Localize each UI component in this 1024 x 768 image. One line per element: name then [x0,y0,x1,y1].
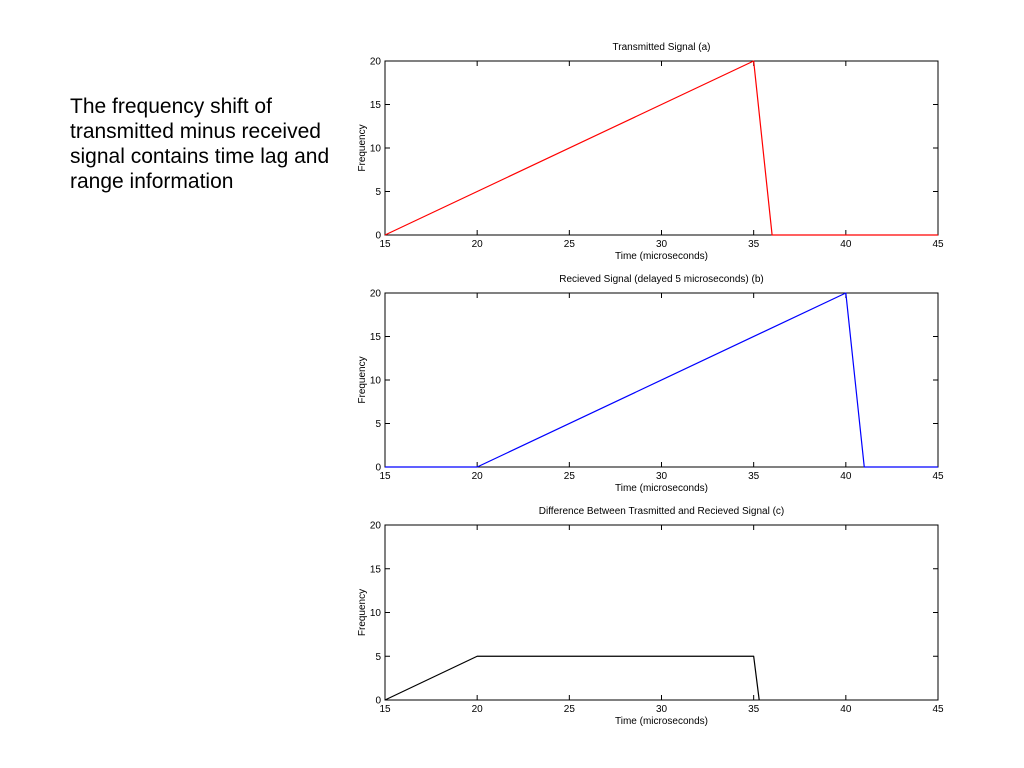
chart-a-ytick-label: 0 [375,231,381,242]
chart-c-xtick-label: 35 [748,704,760,715]
chart-b-xtick-label: 30 [656,471,668,482]
chart-b-xtick-label: 25 [564,471,576,482]
chart-c-axes-box [384,524,939,701]
chart-a-ytick-label: 20 [370,57,382,68]
chart-b-ytick-label: 5 [375,419,381,430]
chart-a-xtick-label: 30 [656,239,668,250]
chart-b-xtick-label: 40 [840,471,852,482]
chart-b: 15 20 25 30 35 40 45 0 5 10 15 20 Recieved Signal (d… [357,274,944,494]
chart-a-xtick-label: 40 [840,239,852,250]
chart-c-ylabel: Frequency [357,589,368,636]
chart-b-xtick-label: 15 [379,471,391,482]
chart-b-xtick-label: 20 [472,471,484,482]
chart-a-axes-box [384,60,939,236]
chart-b-series-line [385,292,938,468]
chart-c-series-line [384,655,760,701]
chart-c-ytick-label: 20 [370,521,382,532]
chart-c-xtick-label: 30 [656,704,668,715]
chart-a-series-line [384,60,938,236]
chart-a-title: Transmitted Signal (a) [613,42,711,53]
chart-c-xtick-label: 15 [379,704,391,715]
chart-b-ytick-label: 20 [370,289,382,300]
chart-a-ytick-label: 15 [370,100,382,111]
chart-c-ytick-label: 5 [375,652,381,663]
chart-b-ytick-label: 15 [370,332,382,343]
chart-c-xtick-label: 40 [840,704,852,715]
chart-a-xtick-label: 35 [748,239,760,250]
chart-b-xlabel: Time (microseconds) [615,483,708,494]
chart-c-title: Difference Between Trasmitted and Reciev… [539,506,785,517]
chart-a-ytick-label: 5 [375,187,381,198]
chart-a-ytick-label: 10 [370,144,382,155]
chart-c-xtick-label: 20 [472,704,484,715]
chart-c-ytick-label: 10 [370,608,382,619]
chart-b-title: Recieved Signal (delayed 5 microseconds)… [559,274,764,285]
chart-a-xtick-label: 15 [379,239,391,250]
chart-c-ytick-label: 15 [370,564,382,575]
chart-c-xtick-label: 25 [564,704,576,715]
chart-b-ylabel: Frequency [357,356,368,403]
chart-c-ytick-label: 0 [375,696,381,707]
chart-b-xtick-label: 45 [932,471,944,482]
chart-a-xtick-label: 45 [932,239,944,250]
chart-b-ytick-label: 10 [370,376,382,387]
chart-c: 15 20 25 30 35 40 45 0 5 10 15 20 Difference Between… [357,506,944,727]
chart-a-xtick-label: 25 [564,239,576,250]
chart-a-xlabel: Time (microseconds) [615,251,708,262]
chart-c-xlabel: Time (microseconds) [615,716,708,727]
slide-caption: The frequency shift of transmitted minus… [70,95,330,193]
chart-b-ytick-label: 0 [375,463,381,474]
chart-b-xtick-label: 35 [748,471,760,482]
chart-c-xtick-label: 45 [932,704,944,715]
chart-a-xtick-label: 20 [472,239,484,250]
chart-a-ylabel: Frequency [357,124,368,171]
chart-a: 15 20 25 30 35 40 45 0 5 10 15 20 Transmitted Signal… [357,42,944,262]
